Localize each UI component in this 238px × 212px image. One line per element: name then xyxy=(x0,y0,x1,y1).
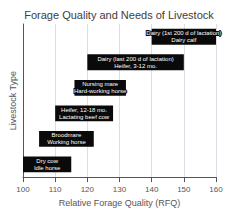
svg-text:Relative Forage Quality (RFQ): Relative Forage Quality (RFQ) xyxy=(59,198,181,208)
svg-text:Hard-working horse: Hard-working horse xyxy=(74,88,127,94)
svg-text:Dairy (1st 200 d of lactation): Dairy (1st 200 d of lactation) xyxy=(146,30,221,36)
svg-text:120: 120 xyxy=(81,185,95,194)
svg-text:Idle horse: Idle horse xyxy=(34,165,61,171)
svg-text:Heifer, 3-12 mo.: Heifer, 3-12 mo. xyxy=(114,63,157,69)
svg-text:150: 150 xyxy=(177,185,191,194)
svg-text:Lactating beef cow: Lactating beef cow xyxy=(59,114,110,120)
svg-text:Working horse: Working horse xyxy=(47,139,86,145)
svg-text:110: 110 xyxy=(49,185,62,194)
svg-text:Heifer, 12-18 mo.: Heifer, 12-18 mo. xyxy=(61,107,107,113)
svg-text:Dairy (last 200 d of lactation: Dairy (last 200 d of lactation) xyxy=(97,56,173,62)
svg-text:Dry cow: Dry cow xyxy=(36,158,58,164)
svg-text:140: 140 xyxy=(145,185,159,194)
svg-text:160: 160 xyxy=(209,185,223,194)
svg-text:Nursing mare: Nursing mare xyxy=(82,81,119,87)
svg-text:Dairy calf: Dairy calf xyxy=(171,37,196,43)
svg-text:Livestock Type: Livestock Type xyxy=(8,71,18,130)
svg-text:100: 100 xyxy=(16,185,30,194)
svg-text:Broodmare: Broodmare xyxy=(52,132,82,138)
svg-text:Forage Quality and Needs of Li: Forage Quality and Needs of Livestock xyxy=(24,9,214,21)
svg-text:130: 130 xyxy=(113,185,127,194)
